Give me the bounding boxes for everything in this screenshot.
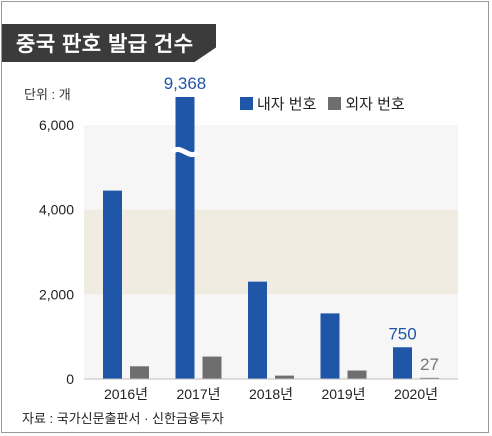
data-label: 9,368: [164, 74, 207, 93]
legend: 내자 번호 외자 번호: [240, 93, 417, 114]
x-tick-label: 2016년: [104, 386, 148, 402]
data-label: 27: [420, 355, 439, 374]
chart-title-text: 중국 판호 발급 건수: [16, 33, 194, 56]
legend-swatch-foreign: [328, 97, 342, 110]
x-tick-label: 2019년: [321, 386, 365, 402]
bar: [202, 356, 222, 379]
legend-swatch-domestic: [240, 97, 253, 110]
chart-title: 중국 판호 발급 건수: [2, 24, 216, 62]
bar: [275, 375, 294, 379]
source-note: 자료 : 국가신문출판서 · 신한금융투자: [22, 411, 224, 426]
bar: [420, 377, 439, 379]
band-4000-6000: [84, 125, 458, 210]
data-label: 750: [388, 324, 416, 343]
y-tick-label: 0: [66, 371, 74, 387]
bar: [175, 97, 195, 379]
y-tick-label: 4,000: [39, 202, 74, 218]
legend-label-domestic: 내자 번호: [257, 96, 317, 113]
band-2000-4000: [84, 209, 458, 295]
x-tick-label: 2017년: [176, 386, 220, 402]
axis-break-mark: [170, 146, 200, 158]
bar: [130, 366, 149, 379]
bar: [103, 190, 122, 379]
bar: [320, 313, 340, 379]
legend-item-foreign: 외자 번호: [328, 93, 405, 114]
bar: [248, 281, 267, 379]
unit-label: 단위 : 개: [24, 87, 71, 102]
y-tick-label: 6,000: [39, 117, 74, 133]
x-tick-label: 2018년: [249, 386, 293, 402]
x-tick-label: 2020년: [394, 386, 438, 402]
legend-label-foreign: 외자 번호: [345, 96, 405, 113]
bar: [393, 347, 412, 379]
y-tick-label: 2,000: [39, 286, 74, 302]
bar: [347, 370, 367, 379]
legend-item-domestic: 내자 번호: [240, 93, 316, 114]
